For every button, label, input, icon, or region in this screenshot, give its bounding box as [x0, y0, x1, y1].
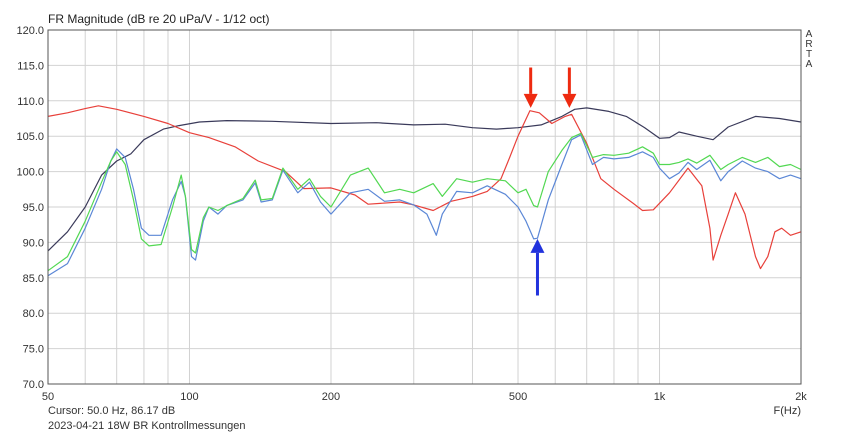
tick-labels: 70.0 75.0 80.0 85.0 90.0 95.0 100.0 105.0 110.0 1…	[16, 25, 807, 403]
red-arrow-2	[562, 67, 577, 108]
y-tick-label: 105.0	[16, 131, 44, 143]
series-line-4	[47, 132, 802, 272]
x-tick-label: 500	[509, 391, 527, 403]
plot-frame	[47, 29, 802, 385]
series-line-2	[47, 105, 802, 270]
series-line-3	[47, 134, 802, 277]
annotations-group	[523, 67, 577, 296]
y-tick-label: 70.0	[23, 379, 44, 391]
y-tick-label: 80.0	[23, 308, 44, 320]
x-tick-label: 100	[180, 391, 198, 403]
series-line-1	[47, 107, 802, 252]
cursor-readout: Cursor: 50.0 Hz, 86.17 dB	[48, 405, 176, 417]
chart-title: FR Magnitude (dB re 20 uPa/V - 1/12 oct)	[48, 12, 269, 26]
series-group	[47, 105, 802, 277]
y-tick-label: 90.0	[23, 237, 44, 249]
red-arrow-1	[523, 67, 538, 108]
grid	[48, 30, 801, 384]
y-tick-label: 120.0	[16, 25, 44, 37]
arrow-head	[562, 93, 577, 108]
arrow-head	[523, 93, 538, 108]
y-tick-label: 110.0	[17, 96, 44, 108]
y-tick-label: 75.0	[23, 344, 44, 356]
arrow-head	[530, 238, 545, 253]
x-axis-unit: F(Hz)	[773, 405, 802, 417]
y-tick-label: 115.0	[17, 60, 44, 72]
measurement-label: 2023-04-21 18W BR Kontrollmessungen	[48, 420, 246, 432]
x-tick-label: 1k	[654, 391, 666, 403]
y-tick-label: 100.0	[16, 167, 44, 179]
x-tick-label: 2k	[795, 391, 807, 403]
x-tick-label: 50	[42, 391, 54, 403]
blue-arrow-3	[530, 238, 545, 296]
y-tick-label: 85.0	[23, 273, 44, 285]
y-tick-label: 95.0	[23, 202, 44, 214]
x-tick-label: 200	[322, 391, 340, 403]
